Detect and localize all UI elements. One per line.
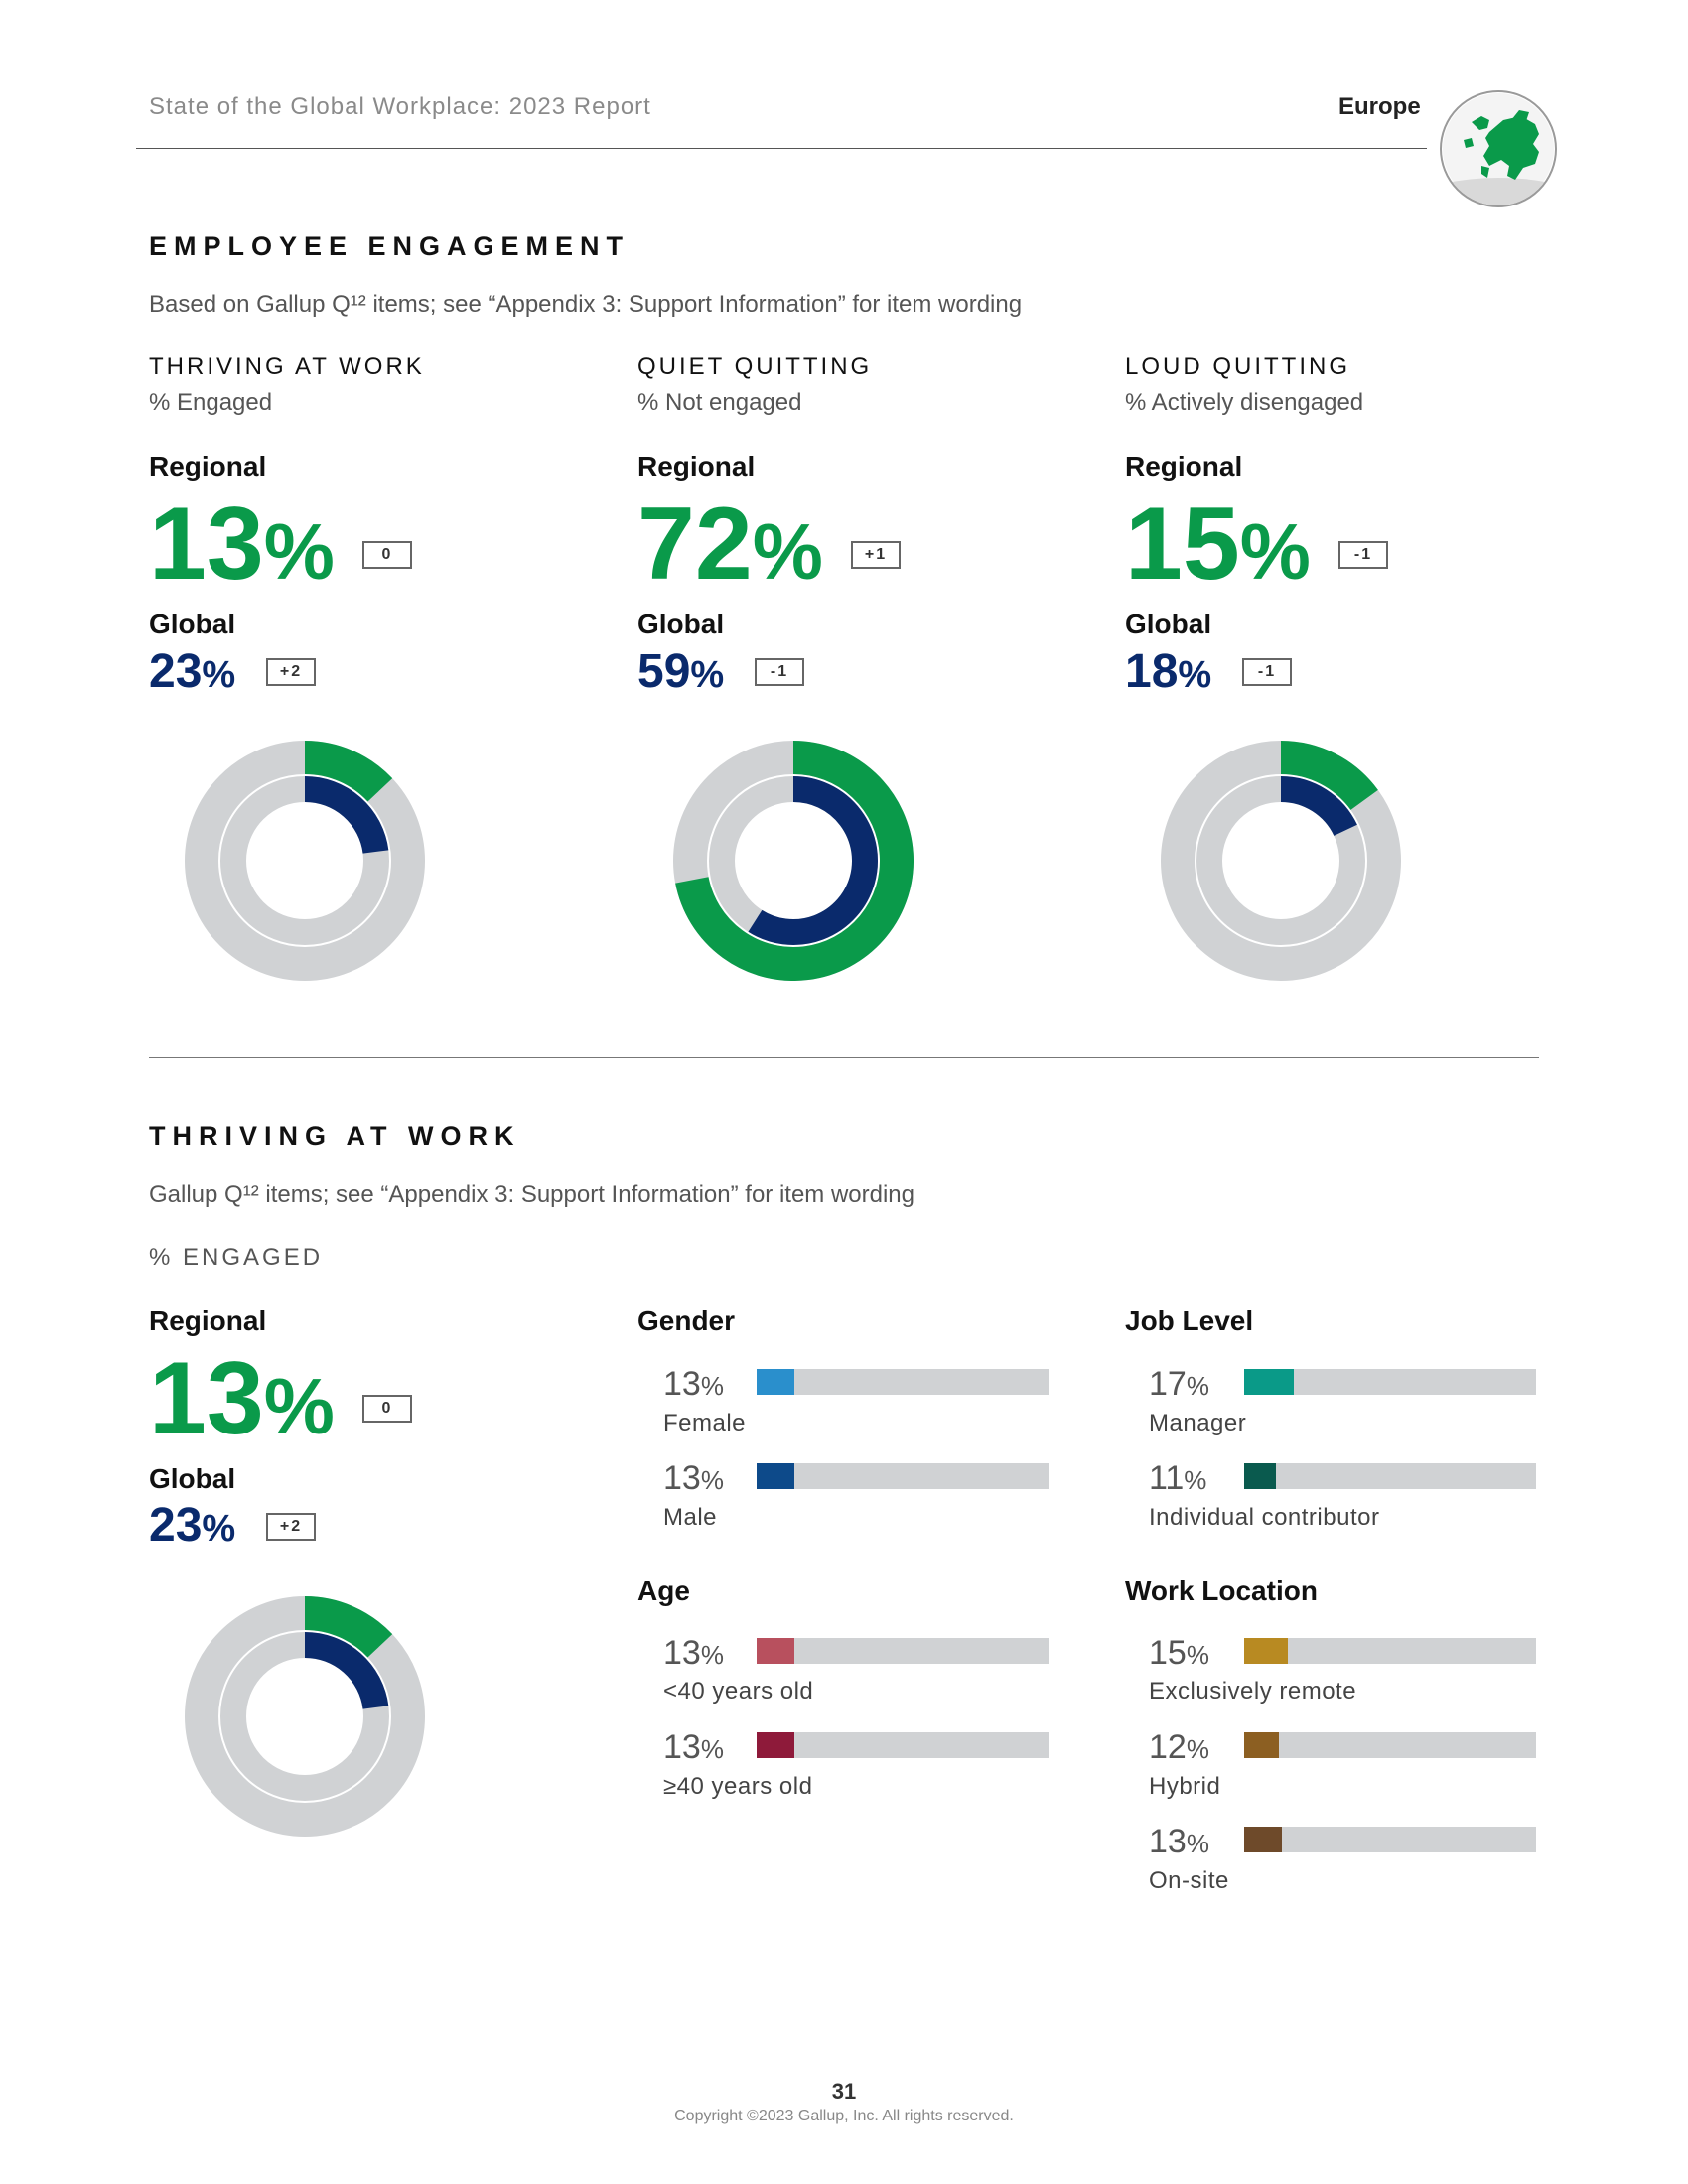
age-group-title: Age (637, 1575, 690, 1606)
on-site-bar (1244, 1827, 1283, 1852)
bar-label: Female (663, 1410, 747, 1436)
thriving-donut-chart (185, 741, 425, 981)
bar-track (757, 1369, 1049, 1395)
bar-value: 11% (1149, 1459, 1207, 1497)
global-value: 18% (1125, 645, 1212, 698)
exclusively-remote-bar (1244, 1638, 1289, 1664)
region-label: Europe (1338, 93, 1421, 120)
male-bar (757, 1463, 795, 1489)
bar-value: 13% (1149, 1823, 1209, 1860)
bar-track (757, 1638, 1049, 1664)
thriving-column-title: THRIVING AT WORK (149, 353, 425, 380)
bar-label: ≥40 years old (663, 1773, 813, 1800)
regional-arc (1280, 741, 1378, 811)
manager-bar (1244, 1369, 1294, 1395)
bar-track (1244, 1827, 1536, 1852)
header-rule (136, 148, 1427, 149)
measure-label: % ENGAGED (149, 1244, 324, 1271)
gender-group-title: Gender (637, 1305, 736, 1336)
bar-label: Individual contributor (1149, 1504, 1380, 1531)
global-value: 23% (149, 1499, 236, 1552)
regional-change-badge: +1 (851, 541, 901, 569)
page-number: 31 (831, 2079, 857, 2104)
thriving-note: Gallup Q¹² items; see “Appendix 3: Suppo… (149, 1181, 914, 1208)
bar-track (757, 1463, 1049, 1489)
regional-arc (304, 741, 393, 802)
global-value: 23% (149, 645, 236, 698)
regional-label: Regional (149, 451, 267, 481)
bar-label: Male (663, 1504, 718, 1531)
copyright-notice: Copyright ©2023 Gallup, Inc. All rights … (674, 2108, 1014, 2124)
quiet-quitting-column-title: QUIET QUITTING (637, 353, 873, 380)
quiet-quitting-column-subtitle: % Not engaged (637, 389, 802, 416)
bar-track (1244, 1638, 1536, 1664)
regional-change-badge: -1 (1338, 541, 1388, 569)
bar-label: Exclusively remote (1149, 1678, 1357, 1705)
regional-change-badge: 0 (362, 541, 412, 569)
engagement-section-title: EMPLOYEE ENGAGEMENT (149, 231, 631, 261)
under-40-bar (757, 1638, 795, 1664)
work-location-group-title: Work Location (1125, 1575, 1318, 1606)
loud-quitting-column-title: LOUD QUITTING (1125, 353, 1351, 380)
bar-value: 13% (663, 1634, 724, 1672)
global-label: Global (149, 1463, 236, 1494)
global-label: Global (637, 609, 725, 639)
bar-track (1244, 1463, 1536, 1489)
global-arc (748, 776, 878, 945)
job-level-group-title: Job Level (1125, 1305, 1254, 1336)
quiet-quitting-donut-chart (673, 741, 914, 981)
bar-track (757, 1732, 1049, 1758)
regional-change-badge: 0 (362, 1395, 412, 1423)
bar-label: On-site (1149, 1867, 1229, 1894)
regional-arc (304, 1596, 393, 1658)
thriving-column-subtitle: % Engaged (149, 389, 273, 416)
europe-map-icon (1440, 90, 1557, 207)
regional-label: Regional (1125, 451, 1243, 481)
thriving-section-title: THRIVING AT WORK (149, 1121, 521, 1151)
thriving-engaged-donut-chart (185, 1596, 425, 1837)
bar-value: 13% (663, 1365, 724, 1403)
female-bar (757, 1369, 795, 1395)
regional-value: 13% (149, 1341, 335, 1456)
hybrid-bar (1244, 1732, 1280, 1758)
regional-arc (675, 741, 914, 981)
loud-quitting-column-subtitle: % Actively disengaged (1125, 389, 1364, 416)
report-title: State of the Global Workplace: 2023 Repo… (149, 93, 651, 120)
bar-value: 13% (663, 1728, 724, 1766)
regional-value: 13% (149, 486, 335, 602)
bar-value: 15% (1149, 1634, 1209, 1672)
bar-track (1244, 1369, 1536, 1395)
regional-value: 72% (637, 486, 823, 602)
global-change-badge: +2 (266, 658, 316, 686)
bar-value: 13% (663, 1459, 724, 1497)
loud-quitting-donut-chart (1161, 741, 1401, 981)
bar-track (1244, 1732, 1536, 1758)
bar-label: <40 years old (663, 1678, 814, 1705)
engagement-note: Based on Gallup Q¹² items; see “Appendix… (149, 291, 1023, 318)
global-change-badge: -1 (755, 658, 804, 686)
global-label: Global (149, 609, 236, 639)
regional-value: 15% (1125, 486, 1311, 602)
regional-label: Regional (149, 1305, 267, 1336)
global-arc (304, 776, 389, 855)
global-value: 59% (637, 645, 725, 698)
global-label: Global (1125, 609, 1212, 639)
regional-label: Regional (637, 451, 756, 481)
bar-label: Hybrid (1149, 1773, 1221, 1800)
bar-label: Manager (1149, 1410, 1247, 1436)
global-change-badge: -1 (1242, 658, 1292, 686)
global-change-badge: +2 (266, 1513, 316, 1541)
bar-value: 12% (1149, 1728, 1209, 1766)
individual-contributor-bar (1244, 1463, 1277, 1489)
bar-value: 17% (1149, 1365, 1209, 1403)
global-arc (1280, 776, 1357, 837)
section-divider (149, 1057, 1539, 1058)
over-40-bar (757, 1732, 795, 1758)
global-arc (304, 1632, 389, 1710)
